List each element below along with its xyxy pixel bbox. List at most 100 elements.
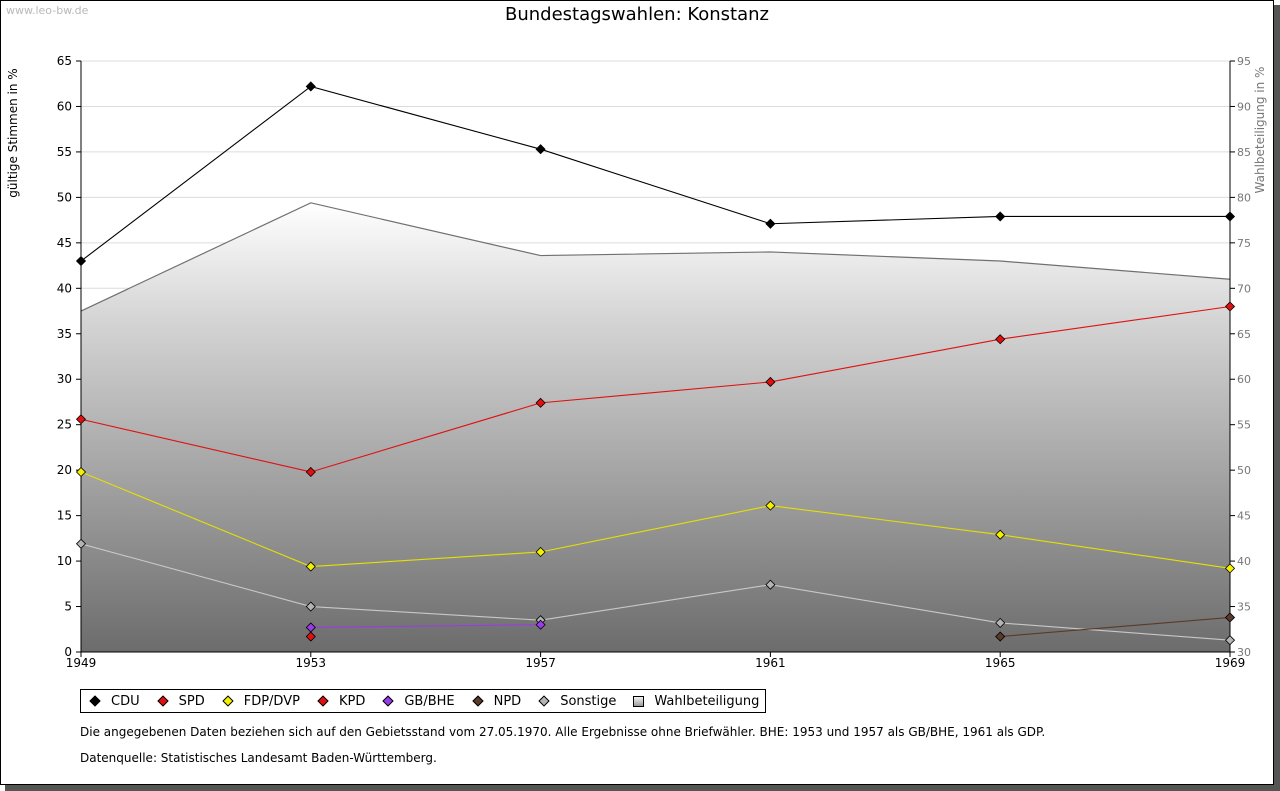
data-point-npd [995,631,1006,642]
x-tick-label: 1961 [755,656,786,670]
y-tick-label-right: 55 [1237,419,1251,432]
y-tick-label-right: 80 [1237,191,1251,204]
data-point-sonstige [75,538,87,549]
data-point-cdu [305,81,316,92]
chart-title: Bundestagswahlen: Konstanz [504,4,769,25]
x-tick-label: 1965 [985,656,1016,670]
legend-item: SPD [156,693,205,709]
y-tick-label-left: 40 [57,281,72,295]
data-point-spd [765,376,776,388]
legend-item: Sonstige [538,694,616,709]
y-tick-label-right: 95 [1237,55,1251,68]
y-tick-label-left: 60 [57,99,72,113]
data-point-fdp-dvp [75,466,87,478]
y-tick-label-right: 30 [1237,646,1251,659]
series-line-sonstige [80,543,1231,641]
data-source: Datenquelle: Statistisches Landesamt Bad… [80,751,437,765]
data-point-cdu [1224,211,1236,222]
watermark: www.leo-bw.de [6,4,89,17]
chart-area: 0 5 10 15 20 25 30 35 40 45 50 55 60 65 30 35 40 45 50 55 60… [6,54,1267,670]
legend-label: SPD [178,693,205,709]
data-point-npd [1224,612,1236,623]
frame-shadow-bottom [5,785,1280,791]
legend-item: Wahlbeteiligung [633,694,759,709]
legend-label: Wahlbeteiligung [654,693,760,709]
data-point-spd [995,334,1006,345]
y-tick-label-left: 20 [57,463,72,477]
data-point-fdp-dvp [305,561,316,572]
legend-marker [156,695,169,707]
data-point-sonstige [765,579,776,590]
x-tick-label: 1969 [1215,656,1246,670]
y-tick-label-left: 0 [64,645,72,659]
legend-label: KPD [338,693,366,709]
legend-item: GB/BHE [382,693,455,709]
legend-label: Sonstige [560,693,617,709]
y-tick-label-left: 35 [57,327,72,341]
y-tick-label-left: 55 [57,145,72,159]
legend-label: CDU [111,693,140,709]
legend-label: FDP/DVP [243,693,300,709]
x-tick-label: 1957 [525,656,556,670]
data-point-fdp-dvp [995,529,1006,540]
y-tick-label-left: 65 [57,54,72,68]
legend-marker [471,695,484,707]
y-tick-label-left: 45 [57,236,72,250]
frame-shadow-right [1274,5,1280,791]
legend-label: NPD [493,693,522,709]
x-tick-label: 1949 [66,656,97,670]
y-tick-label-right: 75 [1237,237,1251,250]
series-line-gb-bhe [310,624,541,629]
legend-label: GB/BHE [404,693,455,709]
y-tick-label-right: 40 [1237,555,1251,568]
legend-marker [538,695,550,707]
data-point-fdp-dvp [765,500,776,511]
legend-marker [89,695,101,707]
legend-area-swatch [633,695,645,707]
data-point-sonstige [1224,635,1236,646]
y-tick-label-right: 90 [1237,100,1251,113]
data-point-spd [1224,301,1236,312]
legend-marker [382,695,394,707]
y-tick-label-left: 30 [57,372,72,386]
legend-marker [317,695,329,707]
data-point-fdp-dvp [535,546,546,558]
data-point-cdu [995,211,1006,222]
y-tick-label-right: 65 [1237,328,1251,341]
data-point-cdu [765,218,776,229]
y-tick-label-left: 15 [57,509,72,523]
data-point-cdu [535,144,546,155]
data-point-cdu [75,255,87,267]
legend-item: KPD [317,694,365,709]
y-axis-title-right: Wahlbeteiligung in % [1253,67,1267,194]
y-axis-title-left: gültige Stimmen in % [6,68,20,197]
data-point-kpd [305,631,316,642]
data-point-sonstige [305,601,316,612]
series-line-spd [80,305,1231,473]
series-line-fdp-dvp [80,471,1231,569]
legend-item: NPD [471,693,522,709]
legend-marker [222,695,234,707]
y-tick-label-right: 50 [1237,464,1251,477]
data-point-fdp-dvp [1224,563,1236,574]
data-point-spd [535,397,546,408]
data-point-spd [305,466,316,478]
turnout-area [81,202,1230,652]
data-point-sonstige [995,617,1006,628]
y-tick-label-right: 45 [1237,510,1251,523]
data-point-gb-bhe [535,619,546,630]
y-tick-label-left: 5 [64,600,72,614]
y-tick-label-right: 70 [1237,282,1251,295]
turnout-line [80,202,1231,312]
y-tick-label-left: 10 [57,554,72,568]
data-point-spd [75,414,87,425]
y-tick-label-right: 60 [1237,373,1251,386]
x-tick-label: 1953 [296,656,327,670]
y-tick-label-left: 50 [57,190,72,204]
footnote: Die angegebenen Daten beziehen sich auf … [80,725,1046,739]
series-line-npd [1000,616,1231,638]
series-line-cdu [80,85,1230,262]
legend-item: FDP/DVP [222,694,300,709]
legend-item: CDU [89,694,140,709]
y-tick-label-right: 35 [1237,601,1251,614]
